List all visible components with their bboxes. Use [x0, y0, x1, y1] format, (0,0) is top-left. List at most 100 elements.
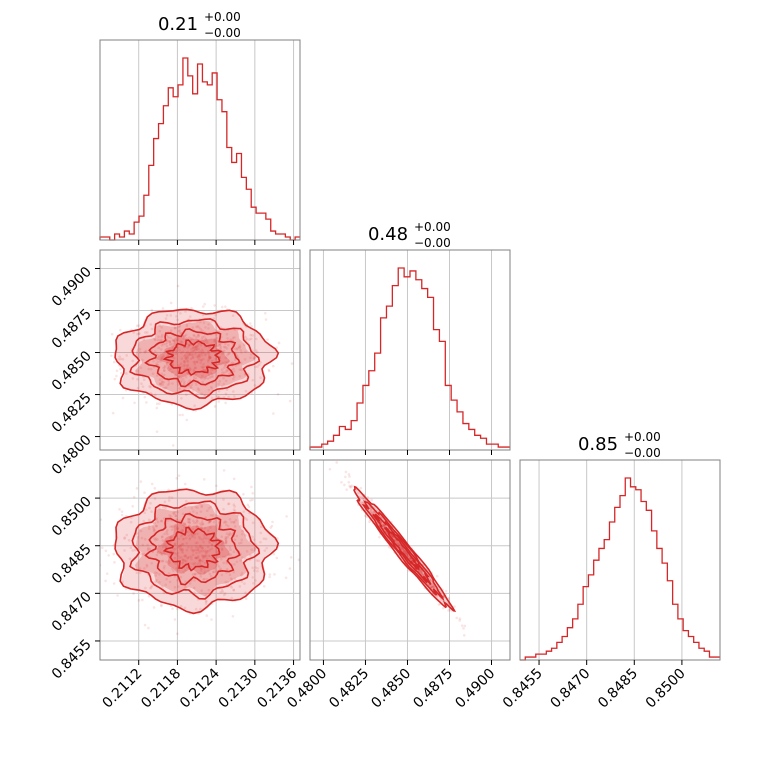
sample-point: [188, 582, 192, 585]
sample-point: [196, 356, 200, 359]
sample-point: [231, 336, 235, 340]
sample-point: [462, 634, 466, 637]
sample-point: [227, 352, 230, 356]
sample-point: [232, 550, 236, 554]
sample-point: [458, 619, 462, 622]
sample-point: [165, 577, 168, 581]
sample-point: [169, 525, 172, 528]
sample-point: [200, 353, 204, 357]
sample-point: [442, 606, 445, 610]
sample-point: [170, 535, 173, 538]
sample-point: [164, 386, 167, 390]
sample-point: [207, 569, 210, 573]
sample-point: [243, 343, 246, 347]
sample-point: [180, 379, 183, 382]
sample-point: [181, 542, 185, 546]
sample-point: [378, 535, 381, 539]
sample-point: [162, 366, 165, 370]
sample-point: [176, 585, 180, 588]
sample-point: [226, 580, 230, 584]
sample-point: [195, 511, 199, 515]
sample-point: [165, 341, 169, 345]
sample-point: [179, 331, 182, 335]
sample-point: [182, 364, 185, 367]
sample-point: [243, 582, 246, 585]
sample-point: [140, 552, 143, 556]
sample-point: [190, 546, 193, 549]
sample-point: [191, 534, 195, 538]
sample-point: [176, 318, 179, 322]
sample-point: [150, 585, 153, 589]
x-tick-label-0: 0.2124: [177, 665, 223, 711]
sample-point: [168, 541, 172, 544]
sample-point: [224, 537, 227, 541]
sample-point: [197, 535, 201, 539]
sample-point: [158, 382, 162, 385]
sample-point: [253, 548, 257, 552]
sample-point: [188, 336, 191, 339]
sample-point: [225, 532, 229, 535]
sample-point: [242, 492, 245, 496]
sample-point: [174, 348, 178, 352]
sample-point: [209, 513, 213, 517]
sample-point: [175, 567, 178, 570]
contour-line: [129, 318, 261, 399]
sample-point: [178, 556, 181, 560]
sample-point: [159, 357, 163, 360]
sample-point: [195, 521, 198, 525]
sample-point: [137, 599, 141, 602]
sample-point: [161, 539, 165, 542]
sample-point: [179, 545, 182, 548]
sample-point: [204, 326, 207, 329]
sample-point: [220, 548, 224, 552]
sample-point: [142, 519, 145, 523]
sample-point: [360, 502, 364, 505]
sample-point: [195, 336, 198, 339]
sample-point: [244, 389, 248, 393]
sample-point: [183, 361, 187, 364]
sample-point: [215, 537, 218, 541]
sample-point: [113, 561, 116, 564]
sample-point: [203, 536, 206, 540]
sample-point: [232, 521, 236, 524]
sample-point: [167, 488, 170, 492]
sample-point: [226, 353, 229, 357]
sample-point: [192, 333, 196, 337]
sample-point: [219, 591, 222, 594]
sample-point: [251, 498, 254, 502]
sample-point: [183, 359, 187, 363]
sample-point: [198, 551, 201, 554]
sample-point: [190, 548, 194, 552]
sample-point: [171, 351, 175, 354]
sample-point: [209, 356, 213, 360]
sample-point: [144, 350, 147, 354]
sample-point: [198, 537, 202, 540]
sample-point: [228, 545, 232, 549]
sample-point: [203, 340, 207, 344]
sample-point: [203, 549, 207, 552]
y-tick-label-1: 0.4850: [49, 348, 95, 394]
sample-point: [185, 418, 189, 422]
sample-point: [186, 354, 190, 358]
sample-point: [168, 514, 171, 517]
sample-point: [197, 388, 201, 392]
sample-point: [226, 369, 230, 373]
sample-point: [285, 515, 288, 518]
sample-point: [251, 521, 255, 525]
sample-point: [179, 376, 182, 380]
sample-point: [181, 561, 185, 564]
sample-point: [203, 353, 207, 357]
sample-point: [196, 520, 199, 523]
sample-point: [205, 599, 208, 603]
sample-point: [115, 374, 118, 378]
sample-point: [180, 351, 183, 355]
sample-point: [178, 387, 181, 390]
sample-point: [251, 566, 254, 570]
sample-point: [214, 570, 218, 573]
sample-point: [189, 533, 193, 536]
sample-point: [154, 537, 158, 540]
sample-point: [167, 379, 170, 383]
sample-point: [149, 323, 153, 326]
sample-point: [173, 543, 176, 546]
sample-point: [231, 314, 235, 317]
